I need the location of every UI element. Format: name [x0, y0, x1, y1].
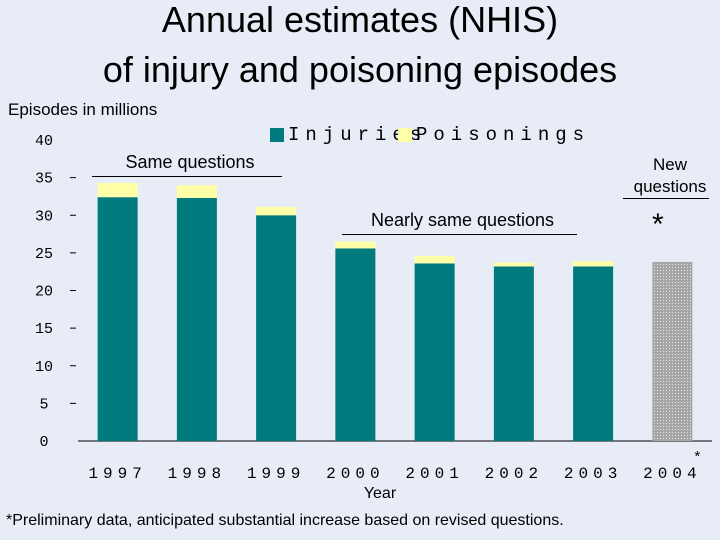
legend-swatch-injuries	[270, 127, 284, 142]
x-tick-label-2002: 2002	[485, 465, 543, 483]
bar-poisonings-2002	[493, 262, 534, 267]
bar-poisonings-1998	[176, 185, 217, 198]
legend-poisonings: Poisonings	[398, 124, 590, 146]
annotation-nearly-same-underline	[342, 234, 577, 235]
legend-label-injuries: Injuries	[288, 124, 428, 146]
y-tick-label: 10	[35, 359, 53, 376]
bar-injuries-2000	[335, 248, 376, 441]
bar-poisonings-1997	[97, 182, 138, 198]
legend-swatch-poisonings	[398, 127, 412, 142]
annotation-same-questions: Same questions	[125, 152, 255, 172]
preliminary-star-marker: *	[652, 208, 664, 241]
y-tick-label: 25	[35, 246, 53, 263]
chart-title-line2: of injury and poisoning episodes	[102, 49, 618, 90]
y-tick-label: 35	[35, 171, 53, 188]
legend-injuries: Injuries	[270, 124, 427, 146]
bar-poisonings-2000	[335, 241, 376, 249]
bar-injuries-1999	[256, 215, 297, 441]
bar-injuries-2002	[493, 266, 534, 441]
annotation-new-questions-underline	[623, 198, 709, 199]
chart-title-line1: Annual estimates (NHIS)	[161, 0, 559, 40]
bar-poisonings-2001	[414, 255, 455, 264]
footnote: *Preliminary data, anticipated substanti…	[6, 512, 564, 529]
y-tick-label: 5	[39, 396, 48, 413]
bar-injuries-2001	[414, 263, 455, 441]
bar-injuries-2003	[573, 266, 614, 441]
annotation-same-questions-underline	[92, 176, 282, 177]
annotation-new-questions: New questions	[620, 154, 720, 198]
x-tick-label-2004: 2004	[643, 465, 701, 483]
y-tick-label: 15	[35, 321, 53, 338]
x-tick-footnote-marker: *	[693, 450, 702, 467]
x-tick-label-1998: 1998	[168, 465, 226, 483]
y-tick-label: 20	[35, 284, 53, 301]
x-tick-label-2001: 2001	[405, 465, 463, 483]
bar-poisonings-2003	[573, 261, 614, 267]
y-tick-label: 0	[39, 434, 48, 451]
bar-injuries-1998	[176, 197, 217, 441]
bar-injuries-1997	[97, 197, 138, 441]
x-tick-label-2003: 2003	[564, 465, 622, 483]
annotation-nearly-same-questions: Nearly same questions	[370, 210, 555, 230]
y-tick-label: 30	[35, 208, 53, 225]
bar-preliminary-2004	[652, 261, 693, 441]
x-tick-label-1997: 1997	[88, 465, 146, 483]
y-axis-label: Episodes in millions	[8, 100, 158, 119]
x-tick-label-2000: 2000	[326, 465, 384, 483]
legend-label-poisonings: Poisonings	[416, 124, 591, 146]
x-axis-label: Year	[363, 485, 397, 502]
x-tick-label-1999: 1999	[247, 465, 305, 483]
annotation-new-questions-line1: New	[652, 155, 687, 174]
annotation-new-questions-line2: questions	[633, 177, 707, 196]
bar-poisonings-1999	[256, 206, 297, 216]
y-tick-label: 40	[35, 133, 53, 150]
